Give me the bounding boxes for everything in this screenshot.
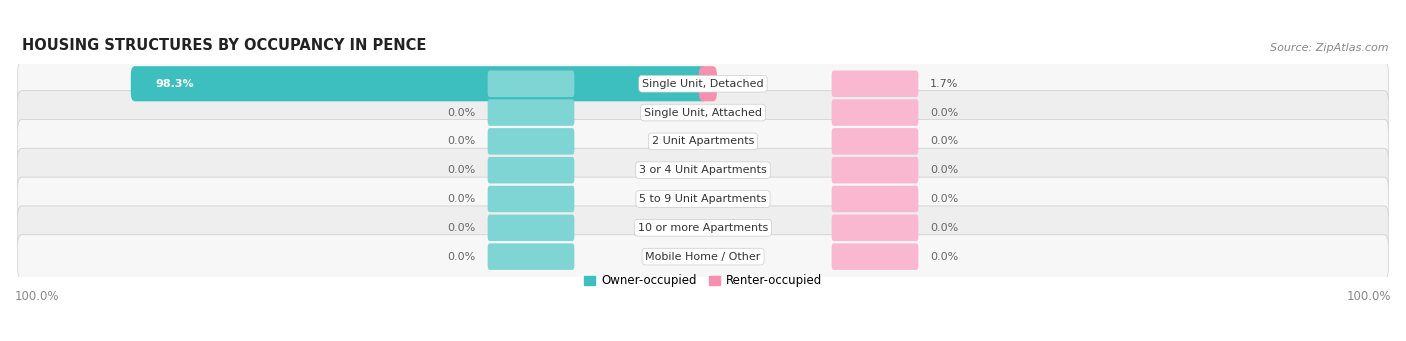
FancyBboxPatch shape <box>18 91 1388 134</box>
Text: 2 Unit Apartments: 2 Unit Apartments <box>652 136 754 146</box>
Text: Source: ZipAtlas.com: Source: ZipAtlas.com <box>1270 43 1388 53</box>
FancyBboxPatch shape <box>832 99 918 126</box>
FancyBboxPatch shape <box>488 99 574 126</box>
FancyBboxPatch shape <box>832 71 918 97</box>
Text: 0.0%: 0.0% <box>447 165 477 175</box>
Text: 0.0%: 0.0% <box>447 223 477 233</box>
Text: Single Unit, Detached: Single Unit, Detached <box>643 79 763 89</box>
FancyBboxPatch shape <box>832 186 918 212</box>
FancyBboxPatch shape <box>488 71 574 97</box>
Text: 0.0%: 0.0% <box>929 136 959 146</box>
Text: 0.0%: 0.0% <box>929 223 959 233</box>
Text: 0.0%: 0.0% <box>929 107 959 118</box>
Text: 5 to 9 Unit Apartments: 5 to 9 Unit Apartments <box>640 194 766 204</box>
Text: Single Unit, Attached: Single Unit, Attached <box>644 107 762 118</box>
Text: Mobile Home / Other: Mobile Home / Other <box>645 252 761 262</box>
Text: 1.7%: 1.7% <box>929 79 959 89</box>
Text: 0.0%: 0.0% <box>447 194 477 204</box>
Text: HOUSING STRUCTURES BY OCCUPANCY IN PENCE: HOUSING STRUCTURES BY OCCUPANCY IN PENCE <box>22 38 426 53</box>
FancyBboxPatch shape <box>832 243 918 270</box>
FancyBboxPatch shape <box>699 66 717 101</box>
Text: 0.0%: 0.0% <box>447 252 477 262</box>
FancyBboxPatch shape <box>18 206 1388 250</box>
Text: 100.0%: 100.0% <box>15 290 59 302</box>
Text: 10 or more Apartments: 10 or more Apartments <box>638 223 768 233</box>
FancyBboxPatch shape <box>131 66 707 101</box>
Text: 98.3%: 98.3% <box>156 79 194 89</box>
FancyBboxPatch shape <box>488 186 574 212</box>
FancyBboxPatch shape <box>18 119 1388 163</box>
FancyBboxPatch shape <box>488 128 574 154</box>
Text: 0.0%: 0.0% <box>447 136 477 146</box>
FancyBboxPatch shape <box>18 177 1388 221</box>
Text: 0.0%: 0.0% <box>447 107 477 118</box>
FancyBboxPatch shape <box>488 214 574 241</box>
Text: 100.0%: 100.0% <box>1347 290 1391 302</box>
FancyBboxPatch shape <box>18 148 1388 192</box>
Text: 0.0%: 0.0% <box>929 252 959 262</box>
FancyBboxPatch shape <box>832 214 918 241</box>
Text: 0.0%: 0.0% <box>929 165 959 175</box>
Legend: Owner-occupied, Renter-occupied: Owner-occupied, Renter-occupied <box>579 270 827 292</box>
FancyBboxPatch shape <box>488 157 574 183</box>
FancyBboxPatch shape <box>832 128 918 154</box>
FancyBboxPatch shape <box>488 243 574 270</box>
FancyBboxPatch shape <box>832 157 918 183</box>
Text: 3 or 4 Unit Apartments: 3 or 4 Unit Apartments <box>640 165 766 175</box>
FancyBboxPatch shape <box>18 235 1388 279</box>
FancyBboxPatch shape <box>18 62 1388 106</box>
Text: 0.0%: 0.0% <box>929 194 959 204</box>
